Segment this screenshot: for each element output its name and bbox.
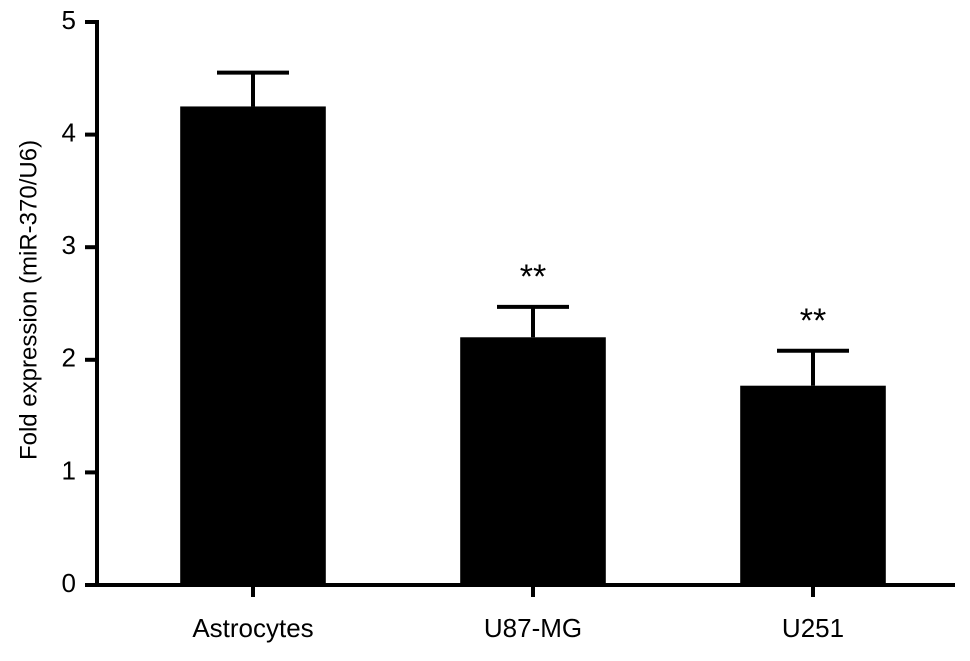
y-tick-label: 1 [62,455,76,485]
y-tick-label: 5 [62,5,76,35]
y-tick-label: 4 [62,117,76,147]
x-tick-label: U87-MG [484,613,582,643]
x-tick-label: U251 [782,613,844,643]
x-tick-label: Astrocytes [192,613,313,643]
y-tick-label: 0 [62,568,76,598]
bar [460,337,606,585]
significance-label: ** [800,302,826,340]
significance-label: ** [520,258,546,296]
y-axis-label: Fold expression (miR-370/U6) [15,140,42,460]
y-tick-label: 3 [62,230,76,260]
bar [180,106,326,585]
y-tick-label: 2 [62,343,76,373]
bar [740,385,886,585]
